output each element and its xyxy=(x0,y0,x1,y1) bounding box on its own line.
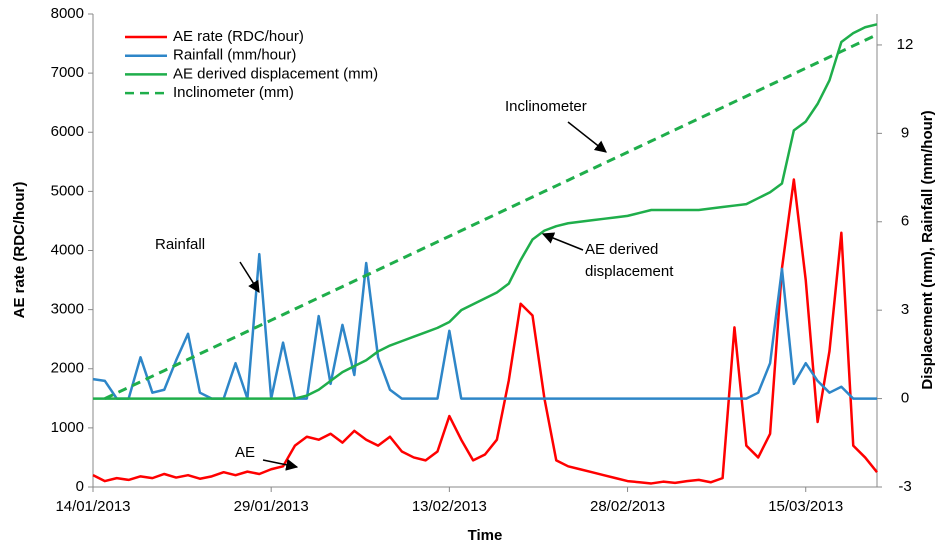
x-tick-label: 13/02/2013 xyxy=(412,498,487,515)
annotation-arrow xyxy=(541,232,584,251)
legend-label: AE derived displacement (mm) xyxy=(173,65,378,82)
x-tick-label: 14/01/2013 xyxy=(55,498,130,515)
legend-label: Rainfall (mm/hour) xyxy=(173,47,296,64)
series-line xyxy=(92,178,878,485)
annotation: Rainfall xyxy=(155,236,205,253)
series-line xyxy=(92,252,877,400)
y-tick-label: 5000 xyxy=(51,182,84,199)
y-tick-label: 2000 xyxy=(51,360,84,377)
y-tick-label: 4000 xyxy=(51,241,84,258)
y-axis-title: AE rate (RDC/hour) xyxy=(11,182,28,319)
legend-label: Inclinometer (mm) xyxy=(173,84,294,101)
y2-axis-title: Displacement (mm), Rainfall (mm/hour) xyxy=(919,110,936,389)
y-tick-label: 0 xyxy=(76,478,84,495)
series-line xyxy=(104,33,878,400)
annotation: displacement xyxy=(585,263,674,280)
annotation: AE xyxy=(235,444,255,461)
y-tick-label: 6000 xyxy=(51,123,84,140)
x-tick-label: 28/02/2013 xyxy=(590,498,665,515)
y2-tick-label: 3 xyxy=(901,301,909,318)
x-tick-label: 29/01/2013 xyxy=(234,498,309,515)
y-tick-label: 3000 xyxy=(51,301,84,318)
annotation-arrow xyxy=(567,121,607,153)
x-tick-label: 15/03/2013 xyxy=(768,498,843,515)
y2-tick-label: 9 xyxy=(901,124,909,141)
annotation-arrow xyxy=(239,261,260,294)
annotation: Inclinometer xyxy=(505,98,587,115)
legend-label: AE rate (RDC/hour) xyxy=(173,28,304,45)
y2-tick-label: 0 xyxy=(901,390,909,407)
y-tick-label: 8000 xyxy=(51,5,84,22)
y-tick-label: 1000 xyxy=(51,419,84,436)
series-line xyxy=(93,23,878,400)
annotation-arrow xyxy=(262,458,299,471)
x-axis-title: Time xyxy=(468,527,503,544)
y-tick-label: 7000 xyxy=(51,64,84,81)
annotation: AE derived xyxy=(585,241,658,258)
y2-tick-label: -3 xyxy=(898,478,911,495)
y2-tick-label: 12 xyxy=(897,36,914,53)
y2-tick-label: 6 xyxy=(901,213,909,230)
